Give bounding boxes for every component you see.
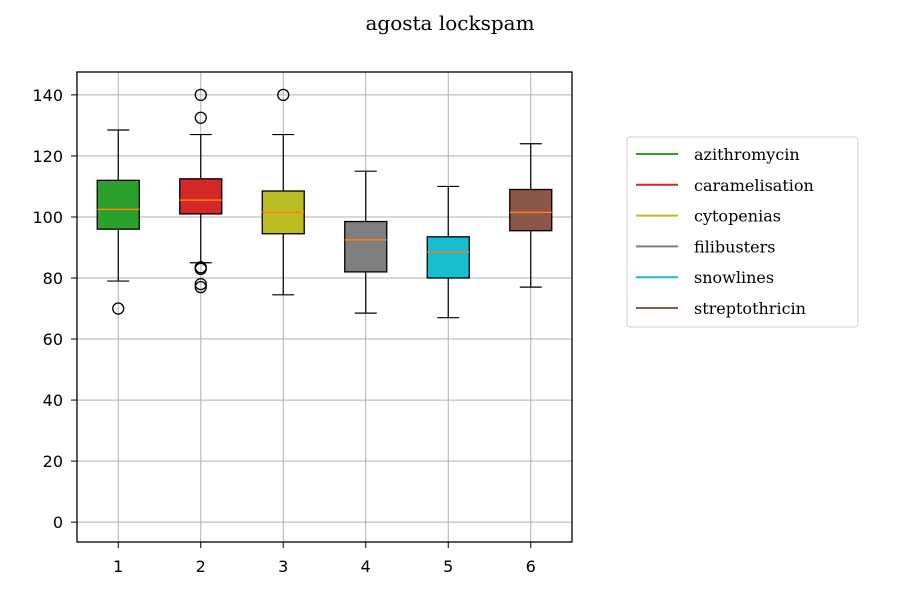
outlier-point (194, 88, 207, 102)
box-azithromycin (96, 129, 140, 315)
legend-label: azithromycin (694, 145, 800, 164)
box-cytopenias (261, 88, 305, 296)
legend-box (626, 136, 859, 328)
box-filibusters (344, 170, 388, 314)
outlier-point (194, 281, 207, 294)
legend-label: caramelisation (694, 176, 814, 195)
y-tick-label: 60 (43, 330, 63, 349)
x-tick-label: 4 (361, 557, 371, 576)
outlier-point (277, 88, 290, 102)
box-body (426, 236, 470, 279)
plot-frame (76, 71, 573, 543)
y-tick-label: 0 (53, 513, 63, 532)
y-tick-label: 40 (43, 391, 63, 410)
box-body (179, 178, 223, 215)
chart-title: agosta lockspam (365, 11, 534, 35)
x-tick-label: 1 (113, 557, 123, 576)
box-caramelisation (179, 88, 223, 294)
y-tick-label: 100 (32, 208, 63, 227)
y-tick-label: 80 (43, 269, 63, 288)
y-tick-label: 140 (32, 86, 63, 105)
box-body (96, 179, 140, 230)
x-tick-label: 3 (278, 557, 288, 576)
box-body (509, 188, 553, 232)
legend: azithromycin caramelisation cytopenias fili… (626, 136, 859, 328)
box-snowlines (426, 185, 470, 319)
outlier-point (194, 111, 207, 124)
outlier-point (112, 302, 125, 315)
box-body (344, 220, 388, 273)
x-tick-label: 6 (526, 557, 536, 576)
legend-label: streptothricin (694, 299, 806, 318)
legend-label: filibusters (694, 237, 775, 256)
axes: 0 20 40 60 80 100 120 140 1 2 3 4 5 6 (32, 86, 535, 576)
y-tick-label: 120 (32, 147, 63, 166)
grid (77, 72, 572, 542)
legend-label: snowlines (694, 268, 774, 287)
y-tick-label: 20 (43, 452, 63, 471)
boxes (96, 88, 553, 319)
outlier-point (194, 262, 207, 276)
x-tick-label: 2 (196, 557, 206, 576)
box-streptothricin (509, 143, 553, 288)
outlier-point (194, 277, 207, 291)
legend-label: cytopenias (694, 207, 781, 226)
x-tick-label: 5 (443, 557, 453, 576)
